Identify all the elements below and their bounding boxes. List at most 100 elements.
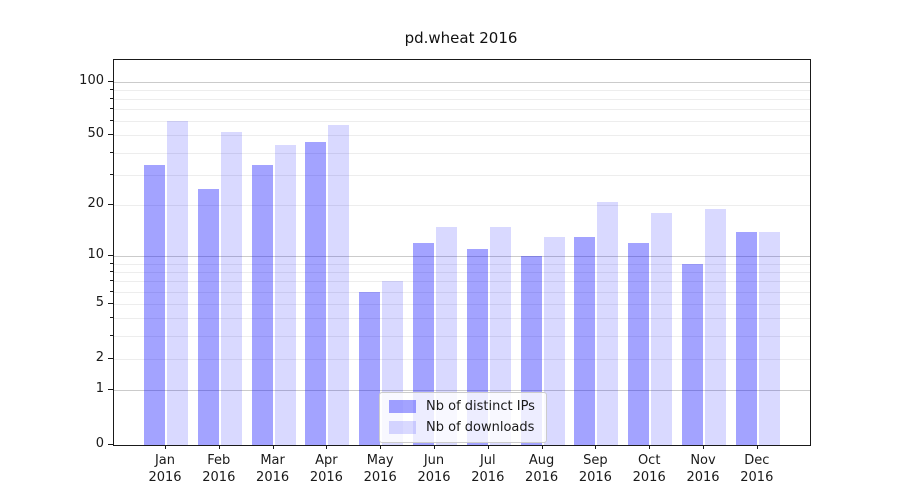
x-tick-mark [595,445,597,449]
y-tick-label: 0 [95,436,104,451]
y-minor-tick-mark [110,271,113,273]
bar-jan-downloads [167,121,188,445]
x-tick-mark [165,445,166,449]
x-tick-month: Sep [583,453,608,468]
gridline [114,174,810,176]
y-minor-tick-mark [110,290,113,292]
y-tick-label: 100 [79,72,104,88]
y-minor-tick-mark [110,120,113,122]
plot-area: Nb of distinct IPs Nb of downloads [113,59,811,446]
gridline [114,358,810,360]
bar-mar-distinct-ips [251,165,273,445]
y-minor-tick-mark [110,317,113,319]
x-tick-mark [487,445,489,449]
x-tick-label-nov: Nov 2016 [673,452,733,486]
x-tick-year: 2016 [309,470,343,485]
x-tick-label-apr: Apr 2016 [296,452,356,486]
gridline [114,99,810,101]
chart-title: pd.wheat 2016 [404,29,518,47]
bar-may-distinct-ips [359,291,381,445]
y-tick-mark [108,255,113,257]
y-tick-label: 20 [87,196,104,212]
legend-label-downloads: Nb of downloads [426,420,535,435]
bar-jul-downloads [489,226,511,445]
bar-nov-downloads [705,209,726,445]
legend-swatch-distinct-ips [389,400,416,413]
x-tick-label-aug: Aug 2016 [512,452,572,486]
x-tick-label-jul: Jul 2016 [458,452,518,486]
y-minor-tick-mark [110,262,113,264]
bar-aug-downloads [543,237,565,445]
bar-feb-distinct-ips [197,188,219,445]
legend-label-distinct-ips: Nb of distinct IPs [426,399,535,414]
gridline [114,89,810,91]
legend-item-downloads: Nb of downloads [389,420,538,435]
legend: Nb of distinct IPs Nb of downloads [379,392,547,443]
x-tick-label-feb: Feb 2016 [189,452,249,486]
y-tick-label: 2 [95,349,104,365]
x-tick-month: Dec [744,453,770,468]
y-tick-mark [108,80,113,82]
x-tick-label-oct: Oct 2016 [619,452,679,486]
x-tick-mark [541,445,543,449]
gridline [114,318,810,320]
x-tick-label-sep: Sep 2016 [565,452,625,486]
bar-apr-downloads [328,125,350,445]
x-tick-month: Nov [690,453,716,468]
gridline [114,335,810,337]
y-tick-label: 1 [95,381,104,397]
x-tick-month: Jan [154,453,176,468]
x-tick-mark [218,445,220,449]
y-minor-tick-mark [110,280,113,282]
x-tick-month: Jun [423,453,445,468]
gridline [114,272,810,274]
gridline [114,205,810,207]
x-tick-label-mar: Mar 2016 [243,452,303,486]
x-tick-mark [380,445,382,449]
y-tick-mark [108,302,113,304]
bar-nov-distinct-ips [682,263,703,445]
x-tick-label-dec: Dec 2016 [727,452,787,486]
gridline [114,152,810,154]
gridline [114,291,810,293]
x-tick-year: 2016 [740,470,774,485]
gridline [114,263,810,265]
x-tick-month: Feb [207,453,231,468]
x-tick-year: 2016 [471,470,505,485]
y-minor-tick-mark [110,334,113,336]
x-tick-year: 2016 [578,470,612,485]
gridline [114,109,810,111]
x-tick-mark [434,445,435,449]
x-tick-label-jun: Jun 2016 [404,452,464,486]
legend-item-distinct-ips: Nb of distinct IPs [389,399,538,414]
y-tick-label: 50 [87,126,104,142]
gridline [114,303,810,305]
x-tick-year: 2016 [148,470,182,485]
x-tick-year: 2016 [525,470,559,485]
bar-oct-distinct-ips [628,243,650,445]
gridline [114,256,810,258]
x-tick-mark [756,445,758,449]
y-tick-mark [108,357,113,359]
legend-swatch-downloads [389,421,416,434]
x-tick-mark [703,445,704,449]
x-tick-year: 2016 [417,470,451,485]
y-tick-mark [108,389,113,391]
bar-jun-downloads [436,226,457,445]
y-tick-label: 10 [87,247,104,263]
x-tick-month: Aug [528,453,555,468]
y-tick-mark [108,444,113,445]
bar-dec-downloads [758,231,780,445]
y-tick-mark [108,204,113,206]
x-tick-month: Mar [260,453,285,468]
y-minor-tick-mark [110,88,113,90]
x-tick-month: Apr [315,453,338,468]
x-tick-year: 2016 [686,470,720,485]
gridline [114,135,810,137]
bar-dec-distinct-ips [735,231,757,445]
y-minor-tick-mark [110,108,113,110]
bar-sep-distinct-ips [574,237,596,445]
x-tick-label-jan: Jan 2016 [135,452,195,486]
gridline [114,81,810,83]
